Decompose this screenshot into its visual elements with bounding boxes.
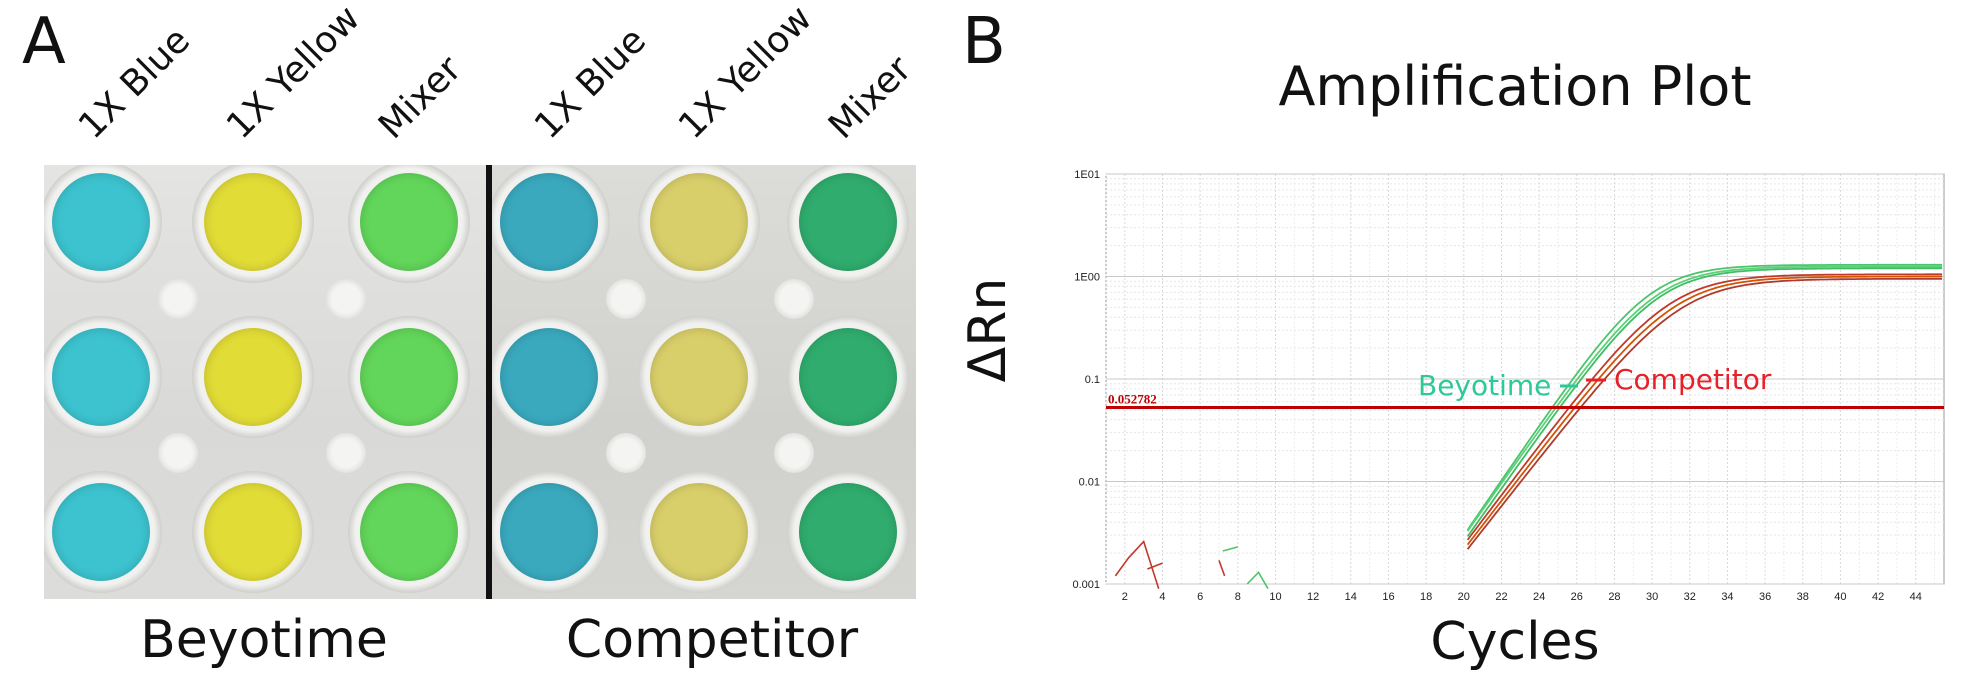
x-tick-label: 16 [1382, 591, 1394, 600]
x-tick-label: 10 [1269, 591, 1281, 600]
amplification-curve [1466, 273, 1943, 541]
threshold-label: 0.052782 [1108, 391, 1157, 406]
x-tick-label: 28 [1608, 591, 1620, 600]
y-tick-label: 0.001 [1072, 579, 1100, 591]
baseline-noise-line [1114, 539, 1160, 589]
competitor-well [799, 483, 897, 581]
beyotime-plate-hole [326, 433, 366, 473]
chart-title: Amplification Plot [1278, 55, 1752, 118]
well-plate-beyotime [44, 165, 486, 599]
x-tick-label: 32 [1684, 591, 1696, 600]
amplification-curve [1466, 277, 1943, 550]
baseline-noise-line [1147, 562, 1163, 570]
x-tick-label: 18 [1420, 591, 1432, 600]
beyotime-plate-hole [158, 279, 198, 319]
competitor-well [500, 173, 598, 271]
column-label-mixer-beyotime: Mixer [371, 48, 470, 147]
beyotime-well [360, 328, 458, 426]
beyotime-plate-hole [326, 279, 366, 319]
competitor-plate-hole [774, 433, 814, 473]
competitor-well [650, 173, 748, 271]
competitor-well [799, 328, 897, 426]
x-tick-label: 42 [1872, 591, 1884, 600]
y-tick-label: 1E00 [1074, 272, 1100, 284]
y-axis-label: ΔRn [958, 277, 1018, 383]
beyotime-well [52, 483, 150, 581]
baseline-noise-line [1222, 546, 1239, 552]
y-tick-label: 0.01 [1079, 477, 1100, 489]
amplification-curve [1466, 265, 1943, 532]
beyotime-well [360, 173, 458, 271]
competitor-well [650, 328, 748, 426]
beyotime-well [204, 328, 302, 426]
x-tick-label: 12 [1307, 591, 1319, 600]
group-label-competitor: Competitor [565, 610, 859, 670]
beyotime-well [52, 173, 150, 271]
panel-letter-a: A [22, 5, 66, 79]
x-tick-label: 2 [1122, 591, 1128, 600]
competitor-well [799, 173, 897, 271]
x-tick-label: 24 [1533, 591, 1545, 600]
competitor-plate-hole [606, 279, 646, 319]
column-label-yellow-competitor: 1X Yellow [671, 0, 821, 148]
x-tick-label: 36 [1759, 591, 1771, 600]
competitor-well [500, 328, 598, 426]
x-tick-label: 26 [1571, 591, 1583, 600]
beyotime-plate-hole [158, 433, 198, 473]
well-plate-competitor [492, 165, 916, 599]
beyotime-well [52, 328, 150, 426]
competitor-plate-hole [606, 433, 646, 473]
annotation-beyotime: Beyotime [1418, 369, 1551, 402]
beyotime-well [204, 173, 302, 271]
baseline-noise-line [1218, 560, 1226, 577]
amplification-curve [1466, 267, 1943, 537]
x-tick-label: 6 [1197, 591, 1203, 600]
beyotime-well [360, 483, 458, 581]
x-tick-label: 22 [1495, 591, 1507, 600]
column-label-yellow-beyotime: 1X Yellow [219, 0, 369, 148]
group-label-beyotime: Beyotime [140, 610, 388, 670]
x-tick-label: 34 [1721, 591, 1733, 600]
x-tick-label: 14 [1345, 591, 1357, 600]
column-label-blue-competitor: 1X Blue [527, 19, 655, 147]
competitor-well [500, 483, 598, 581]
x-tick-label: 20 [1458, 591, 1470, 600]
amplification-curve [1466, 275, 1943, 546]
x-tick-label: 4 [1159, 591, 1165, 600]
beyotime-well [204, 483, 302, 581]
y-tick-label: 1E01 [1074, 169, 1100, 181]
x-tick-label: 30 [1646, 591, 1658, 600]
panel-letter-b: B [962, 5, 1006, 79]
competitor-well [650, 483, 748, 581]
x-tick-label: 38 [1797, 591, 1809, 600]
competitor-plate-hole [774, 279, 814, 319]
annotation-competitor: Competitor [1614, 363, 1772, 396]
x-tick-label: 44 [1910, 591, 1922, 600]
baseline-noise-line [1246, 570, 1269, 590]
column-label-blue-beyotime: 1X Blue [71, 19, 199, 147]
y-tick-label: 0.1 [1085, 374, 1100, 386]
x-axis-label: Cycles [1430, 612, 1600, 672]
amplification-curve [1466, 263, 1943, 531]
plate-divider [486, 165, 492, 599]
x-tick-label: 8 [1235, 591, 1241, 600]
column-label-mixer-competitor: Mixer [821, 48, 920, 147]
x-tick-label: 40 [1834, 591, 1846, 600]
